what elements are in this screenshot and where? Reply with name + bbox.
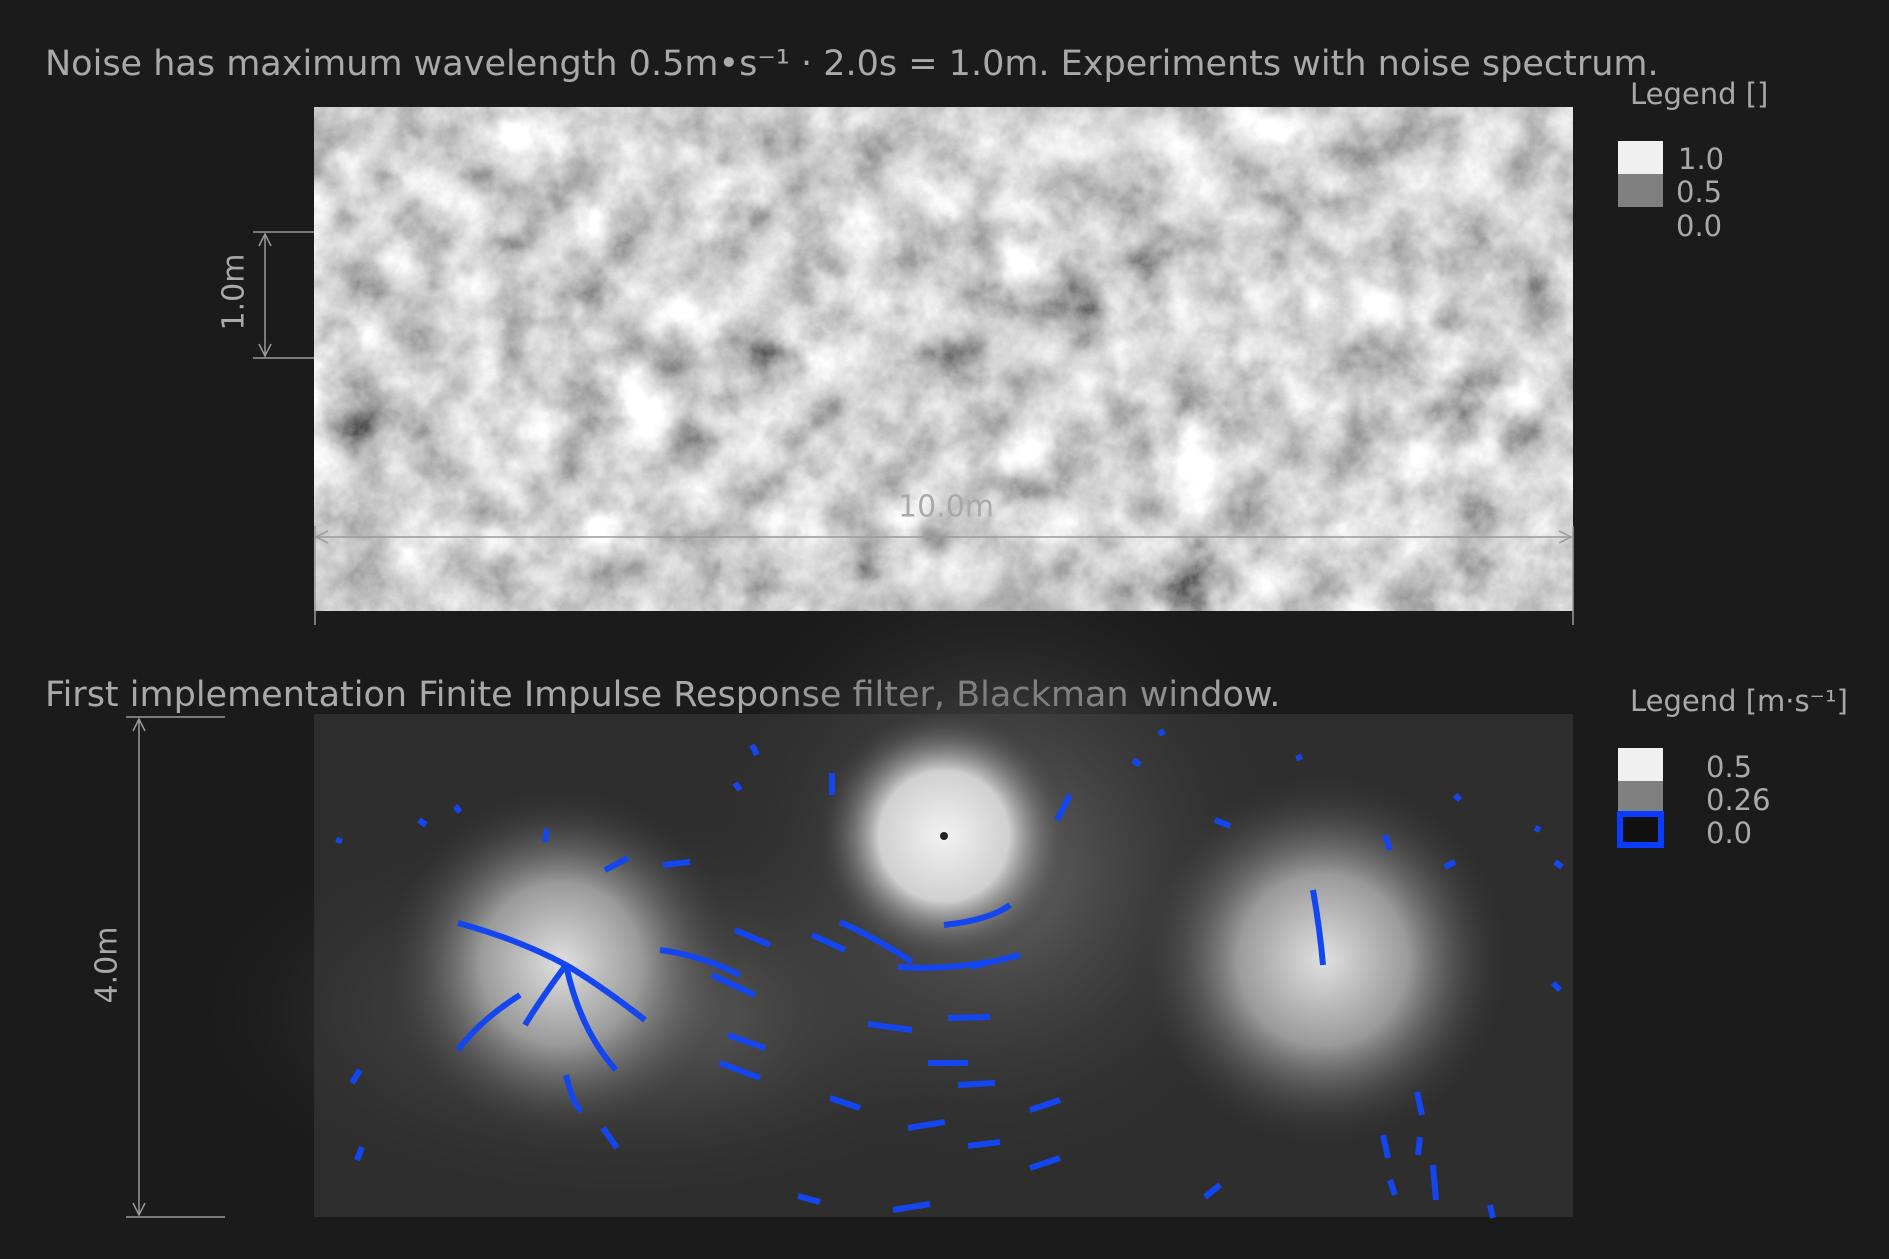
dimension-vertical (126, 716, 225, 1218)
legend-swatch (1617, 811, 1664, 848)
legend-swatch (1618, 174, 1663, 207)
dimension-vertical (253, 231, 314, 359)
legend-swatch (1618, 781, 1663, 814)
panel-title: Noise has maximum wavelength 0.5m•s⁻¹ · … (45, 44, 1659, 84)
dimension-label: 4.0m (90, 927, 125, 1004)
legend-swatch (1618, 748, 1663, 781)
flow-streaks (335, 728, 1564, 1219)
legend-label: 0.0 (1706, 816, 1752, 850)
legend-label: 0.0 (1676, 209, 1722, 243)
dimension-label: 1.0m (217, 254, 252, 331)
legend-label: 0.5 (1706, 750, 1752, 784)
legend-title: Legend [] (1630, 77, 1768, 111)
dimension-horizontal (314, 526, 1574, 625)
legend-swatch (1618, 141, 1663, 174)
legend-title: Legend [m·s⁻¹] (1630, 684, 1848, 718)
legend-label: 0.5 (1676, 175, 1722, 209)
dimension-label: 10.0m (898, 490, 994, 525)
legend-label: 0.26 (1706, 783, 1771, 817)
noise-texture (314, 107, 1573, 611)
legend-label: 1.0 (1678, 142, 1724, 176)
flow-image (205, 550, 1573, 1217)
